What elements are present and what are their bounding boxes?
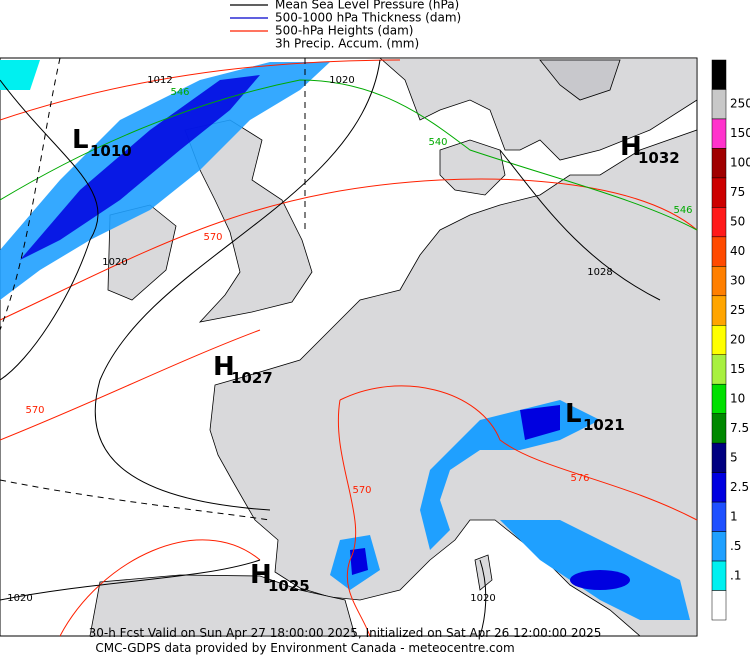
contour-label: 1020 [102, 257, 127, 268]
colorbar-label: 1 [730, 509, 738, 523]
contours [0, 57, 698, 637]
colorbar: 250 150 100 75 50 40 30 25 20 15 10 7.5 5 2.5 1 .5 .1 [711, 59, 750, 621]
center-letter: H [250, 560, 272, 590]
colorbar-label: 250 [730, 97, 750, 111]
colorbar-swatch [711, 442, 727, 473]
contour-labels: 1012546102054054657010201028570570576102… [7, 75, 692, 604]
colorbar-label: 50 [730, 215, 745, 229]
colorbar-label: 20 [730, 333, 745, 347]
colorbar-label: 150 [730, 126, 750, 140]
colorbar-swatch [711, 295, 727, 326]
map [0, 57, 698, 637]
legend-label: 500-hPa Heights (dam) [275, 24, 413, 38]
center-letter: L [565, 399, 582, 429]
center-value: 1025 [268, 577, 310, 595]
colorbar-swatch [711, 266, 727, 297]
colorbar-label: 25 [730, 303, 745, 317]
center-value: 1021 [583, 416, 625, 434]
legend-label: 500-1000 hPa Thickness (dam) [275, 11, 461, 25]
colorbar-top [711, 59, 727, 90]
center-letter: H [213, 352, 235, 382]
colorbar-label: .5 [730, 539, 741, 553]
contour-label: 1012 [147, 75, 172, 86]
colorbar-label: 75 [730, 185, 745, 199]
contour-label: 1020 [470, 593, 495, 604]
center-letter: H [620, 132, 642, 162]
colorbar-label: 7.5 [730, 421, 749, 435]
colorbar-swatch [711, 236, 727, 267]
legend-label: 3h Precip. Accum. (mm) [275, 37, 419, 51]
contour-label: 540 [428, 137, 447, 148]
colorbar-swatch [711, 177, 727, 208]
colorbar-label: .1 [730, 568, 741, 582]
colorbar-label: 15 [730, 362, 745, 376]
colorbar-swatch [711, 148, 727, 179]
center-value: 1027 [231, 369, 273, 387]
colorbar-label: 40 [730, 244, 745, 258]
colorbar-swatch [711, 590, 727, 621]
colorbar-swatch [711, 531, 727, 562]
land [89, 57, 698, 637]
colorbar-label: 10 [730, 391, 745, 405]
colorbar-label: 30 [730, 274, 745, 288]
colorbar-swatch [711, 354, 727, 385]
colorbar-swatch [711, 383, 727, 414]
contour-label: 570 [25, 405, 44, 416]
legend-label: Mean Sea Level Pressure (hPa) [275, 0, 459, 12]
contour-label: 546 [170, 87, 189, 98]
contour-label: 570 [203, 232, 222, 243]
colorbar-swatch [711, 413, 727, 444]
colorbar-swatch [711, 89, 727, 120]
colorbar-swatch [711, 472, 727, 503]
colorbar-swatch [711, 325, 727, 355]
colorbar-swatch [711, 501, 727, 532]
colorbar-swatch [711, 560, 727, 591]
colorbar-swatch [711, 118, 727, 149]
colorbar-swatch [711, 207, 727, 238]
contour-label: 1020 [329, 75, 354, 86]
colorbar-label: 5 [730, 450, 738, 464]
footer-line: CMC-GDPS data provided by Environment Ca… [95, 641, 514, 655]
contour-label: 546 [673, 205, 692, 216]
center-letter: L [72, 125, 89, 155]
legend: Mean Sea Level Pressure (hPa)500-1000 hP… [230, 0, 461, 51]
colorbar-label: 100 [730, 156, 750, 170]
contour-label: 576 [570, 473, 589, 484]
center-value: 1010 [90, 142, 132, 160]
contour-label: 1020 [7, 593, 32, 604]
contour-label: 1028 [587, 267, 612, 278]
contour-label: 570 [352, 485, 371, 496]
center-value: 1032 [638, 149, 680, 167]
colorbar-label: 2.5 [730, 480, 749, 494]
footer-line: 30-h Fcst Valid on Sun Apr 27 18:00:00 2… [89, 626, 602, 640]
precipitation [0, 60, 690, 620]
